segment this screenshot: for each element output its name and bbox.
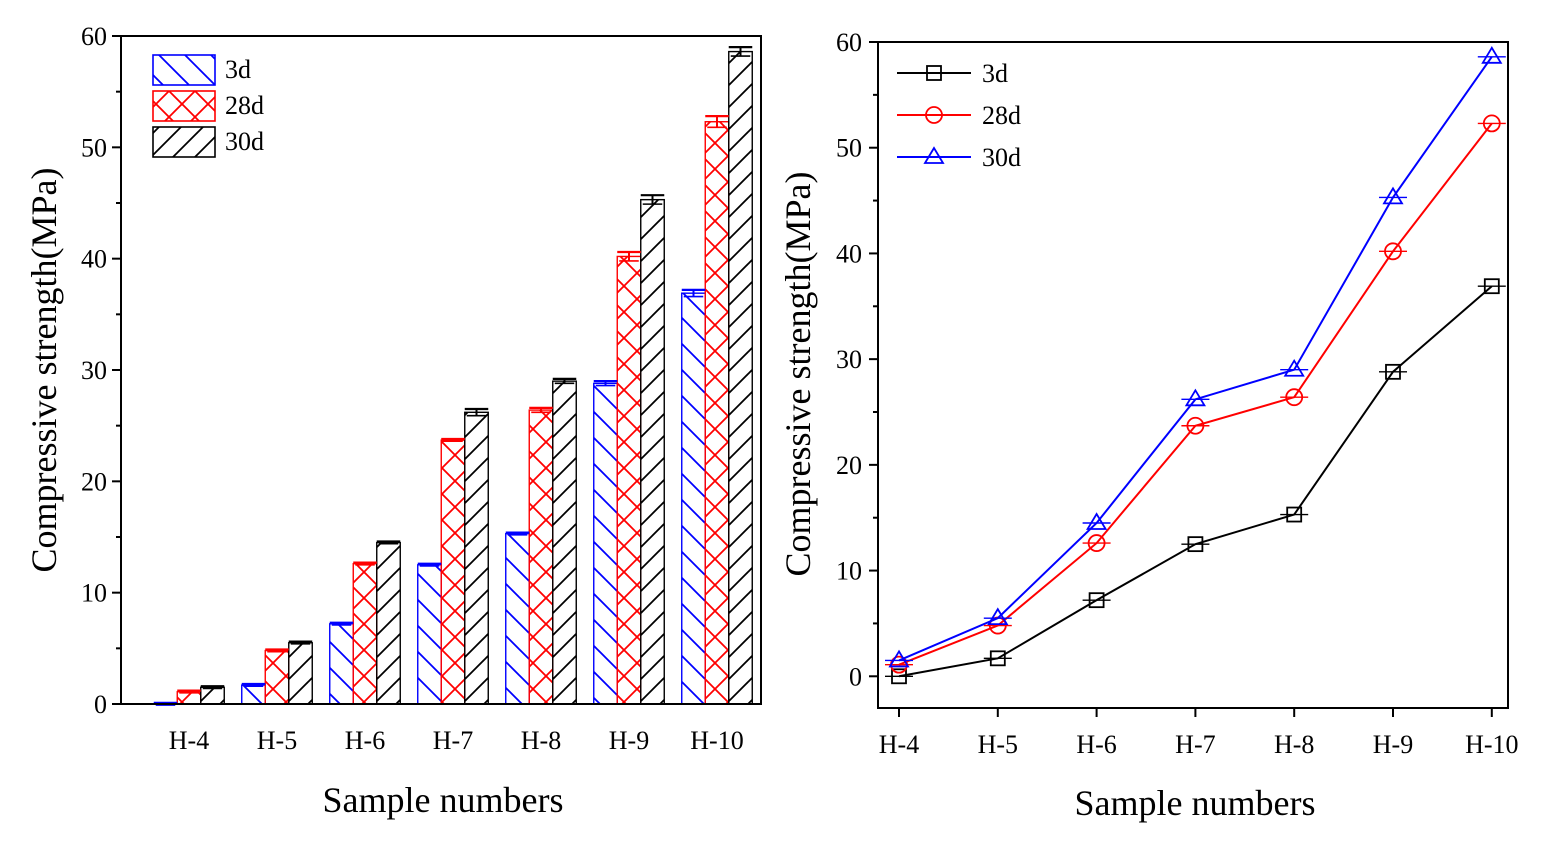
bar-xtick-label-h-8: H-8 (521, 726, 561, 755)
line-x-ticks: H-4 H-5 H-6 H-7 H-8 H-9 H-10 (879, 708, 1519, 759)
bar-ytick-label-50: 50 (81, 133, 107, 162)
line-xtick-label-h-4: H-4 (879, 730, 919, 759)
line-legend-marker-30d (923, 146, 945, 164)
bar-legend-swatch-3d (152, 54, 216, 86)
bar-3d-h-10 (681, 292, 706, 705)
point-3d-h-4 (891, 668, 907, 685)
line-xtick-label-h-10: H-10 (1465, 730, 1518, 759)
line-xtick-label-h-9: H-9 (1373, 730, 1413, 759)
bar-30d-h-6 (376, 541, 401, 705)
bar-3d-h-7 (417, 564, 442, 705)
point-28d-h-6 (1087, 534, 1106, 552)
line-ytick-label-60: 60 (836, 28, 862, 57)
bar-28d-h-7 (440, 439, 466, 705)
point-3d-h-8 (1286, 506, 1303, 523)
bar-ytick-label-30: 30 (81, 356, 107, 385)
line-ytick-label-40: 40 (836, 239, 862, 268)
bar-30d-h-4 (200, 686, 225, 705)
bar-x-ticks: H-4 H-5 H-6 H-7 H-8 H-9 H-10 (169, 726, 744, 755)
bar-legend-label-3d: 3d (225, 55, 251, 84)
point-28d-h-9 (1384, 242, 1402, 261)
line-xtick-label-h-6: H-6 (1076, 730, 1116, 759)
bar-30d-h-10 (728, 50, 753, 705)
bar-chart-panel: 0 10 20 30 40 50 60 H-4 H-5 H-6 H-7 H-8 H-9 H-10 Sam… (24, 22, 762, 820)
bar-3d-h-6 (329, 623, 354, 705)
point-30d-h-10 (1481, 46, 1503, 64)
point-30d-h-5 (987, 607, 1009, 626)
bar-28d-h-5 (264, 649, 290, 705)
bar-xtick-label-h-9: H-9 (609, 726, 649, 755)
bar-3d-h-5 (241, 684, 266, 705)
bar-legend-label-28d: 28d (225, 91, 264, 120)
bar-28d-h-10 (704, 121, 730, 705)
line-xtick-label-h-5: H-5 (978, 730, 1018, 759)
point-30d-h-9 (1382, 186, 1404, 205)
point-28d-h-7 (1186, 416, 1205, 435)
bar-28d-h-6 (352, 563, 378, 705)
bar-ytick-label-20: 20 (81, 467, 107, 496)
bar-xtick-label-h-10: H-10 (690, 726, 743, 755)
point-3d-h-5 (989, 650, 1006, 667)
bar-xtick-label-h-6: H-6 (345, 726, 385, 755)
bar-ytick-label-40: 40 (81, 245, 107, 274)
line-xtick-label-h-7: H-7 (1175, 730, 1215, 759)
line-ytick-label-20: 20 (836, 451, 862, 480)
line-plot-frame (877, 41, 1509, 709)
point-28d-h-8 (1285, 388, 1304, 407)
line-x-axis-title: Sample numbers (1075, 783, 1316, 823)
line-xtick-label-h-8: H-8 (1274, 730, 1314, 759)
bar-3d-h-9 (593, 382, 618, 705)
bar-xtick-label-h-5: H-5 (257, 726, 297, 755)
point-30d-h-6 (1086, 512, 1108, 530)
line-legend: 3d 28d 30d (897, 59, 1021, 172)
line-y-ticks: 0 10 20 30 40 50 60 (836, 28, 878, 691)
line-series (885, 46, 1506, 685)
bar-legend-label-30d: 30d (225, 127, 264, 156)
bar-30d-h-5 (288, 642, 313, 705)
bar-30d-h-8 (552, 380, 577, 705)
bar-ytick-label-10: 10 (81, 579, 107, 608)
bar-marks (176, 50, 753, 705)
line-28d (898, 122, 1493, 666)
bar-30d-h-9 (640, 198, 665, 705)
bar-3d-h-8 (505, 532, 530, 705)
bar-legend-swatch-28d (152, 90, 216, 122)
bar-28d-h-9 (616, 255, 642, 705)
line-ytick-label-30: 30 (836, 345, 862, 374)
bar-ytick-label-0: 0 (94, 690, 107, 719)
bar-xtick-label-h-4: H-4 (169, 726, 209, 755)
point-3d-h-10 (1483, 278, 1500, 295)
line-ytick-label-0: 0 (849, 662, 862, 691)
bar-y-axis-title: Compressive strength(MPa) (24, 168, 64, 573)
bar-30d-h-7 (464, 411, 489, 705)
bar-legend: 3d 28d 30d (152, 54, 264, 158)
line-legend-label-3d: 3d (982, 59, 1008, 88)
line-legend-marker-28d (925, 106, 943, 124)
line-legend-label-30d: 30d (982, 143, 1021, 172)
point-30d-h-8 (1283, 358, 1305, 377)
line-legend-label-28d: 28d (982, 101, 1021, 130)
bar-28d-h-8 (528, 409, 554, 705)
point-30d-h-7 (1184, 388, 1206, 407)
bar-ytick-label-60: 60 (81, 22, 107, 51)
point-3d-h-7 (1187, 536, 1204, 553)
line-ytick-label-10: 10 (836, 557, 862, 586)
bar-error-bars (153, 46, 753, 706)
line-chart-panel: 0 10 20 30 40 50 60 H-4 H-5 H-6 H-7 H-8 H-9 H-10 Sam… (778, 28, 1519, 823)
line-y-axis-title: Compressive strength(MPa) (778, 172, 818, 577)
line-legend-marker-3d (926, 65, 942, 81)
point-3d-h-6 (1088, 592, 1105, 609)
bar-xtick-label-h-7: H-7 (433, 726, 473, 755)
bar-y-ticks: 0 10 20 30 40 50 60 (81, 22, 121, 719)
bar-x-axis-title: Sample numbers (323, 780, 564, 820)
line-ytick-label-50: 50 (836, 134, 862, 163)
point-28d-h-10 (1482, 114, 1501, 133)
bar-legend-swatch-30d (152, 126, 216, 158)
point-3d-h-9 (1385, 363, 1401, 380)
point-30d-h-4 (888, 649, 910, 668)
